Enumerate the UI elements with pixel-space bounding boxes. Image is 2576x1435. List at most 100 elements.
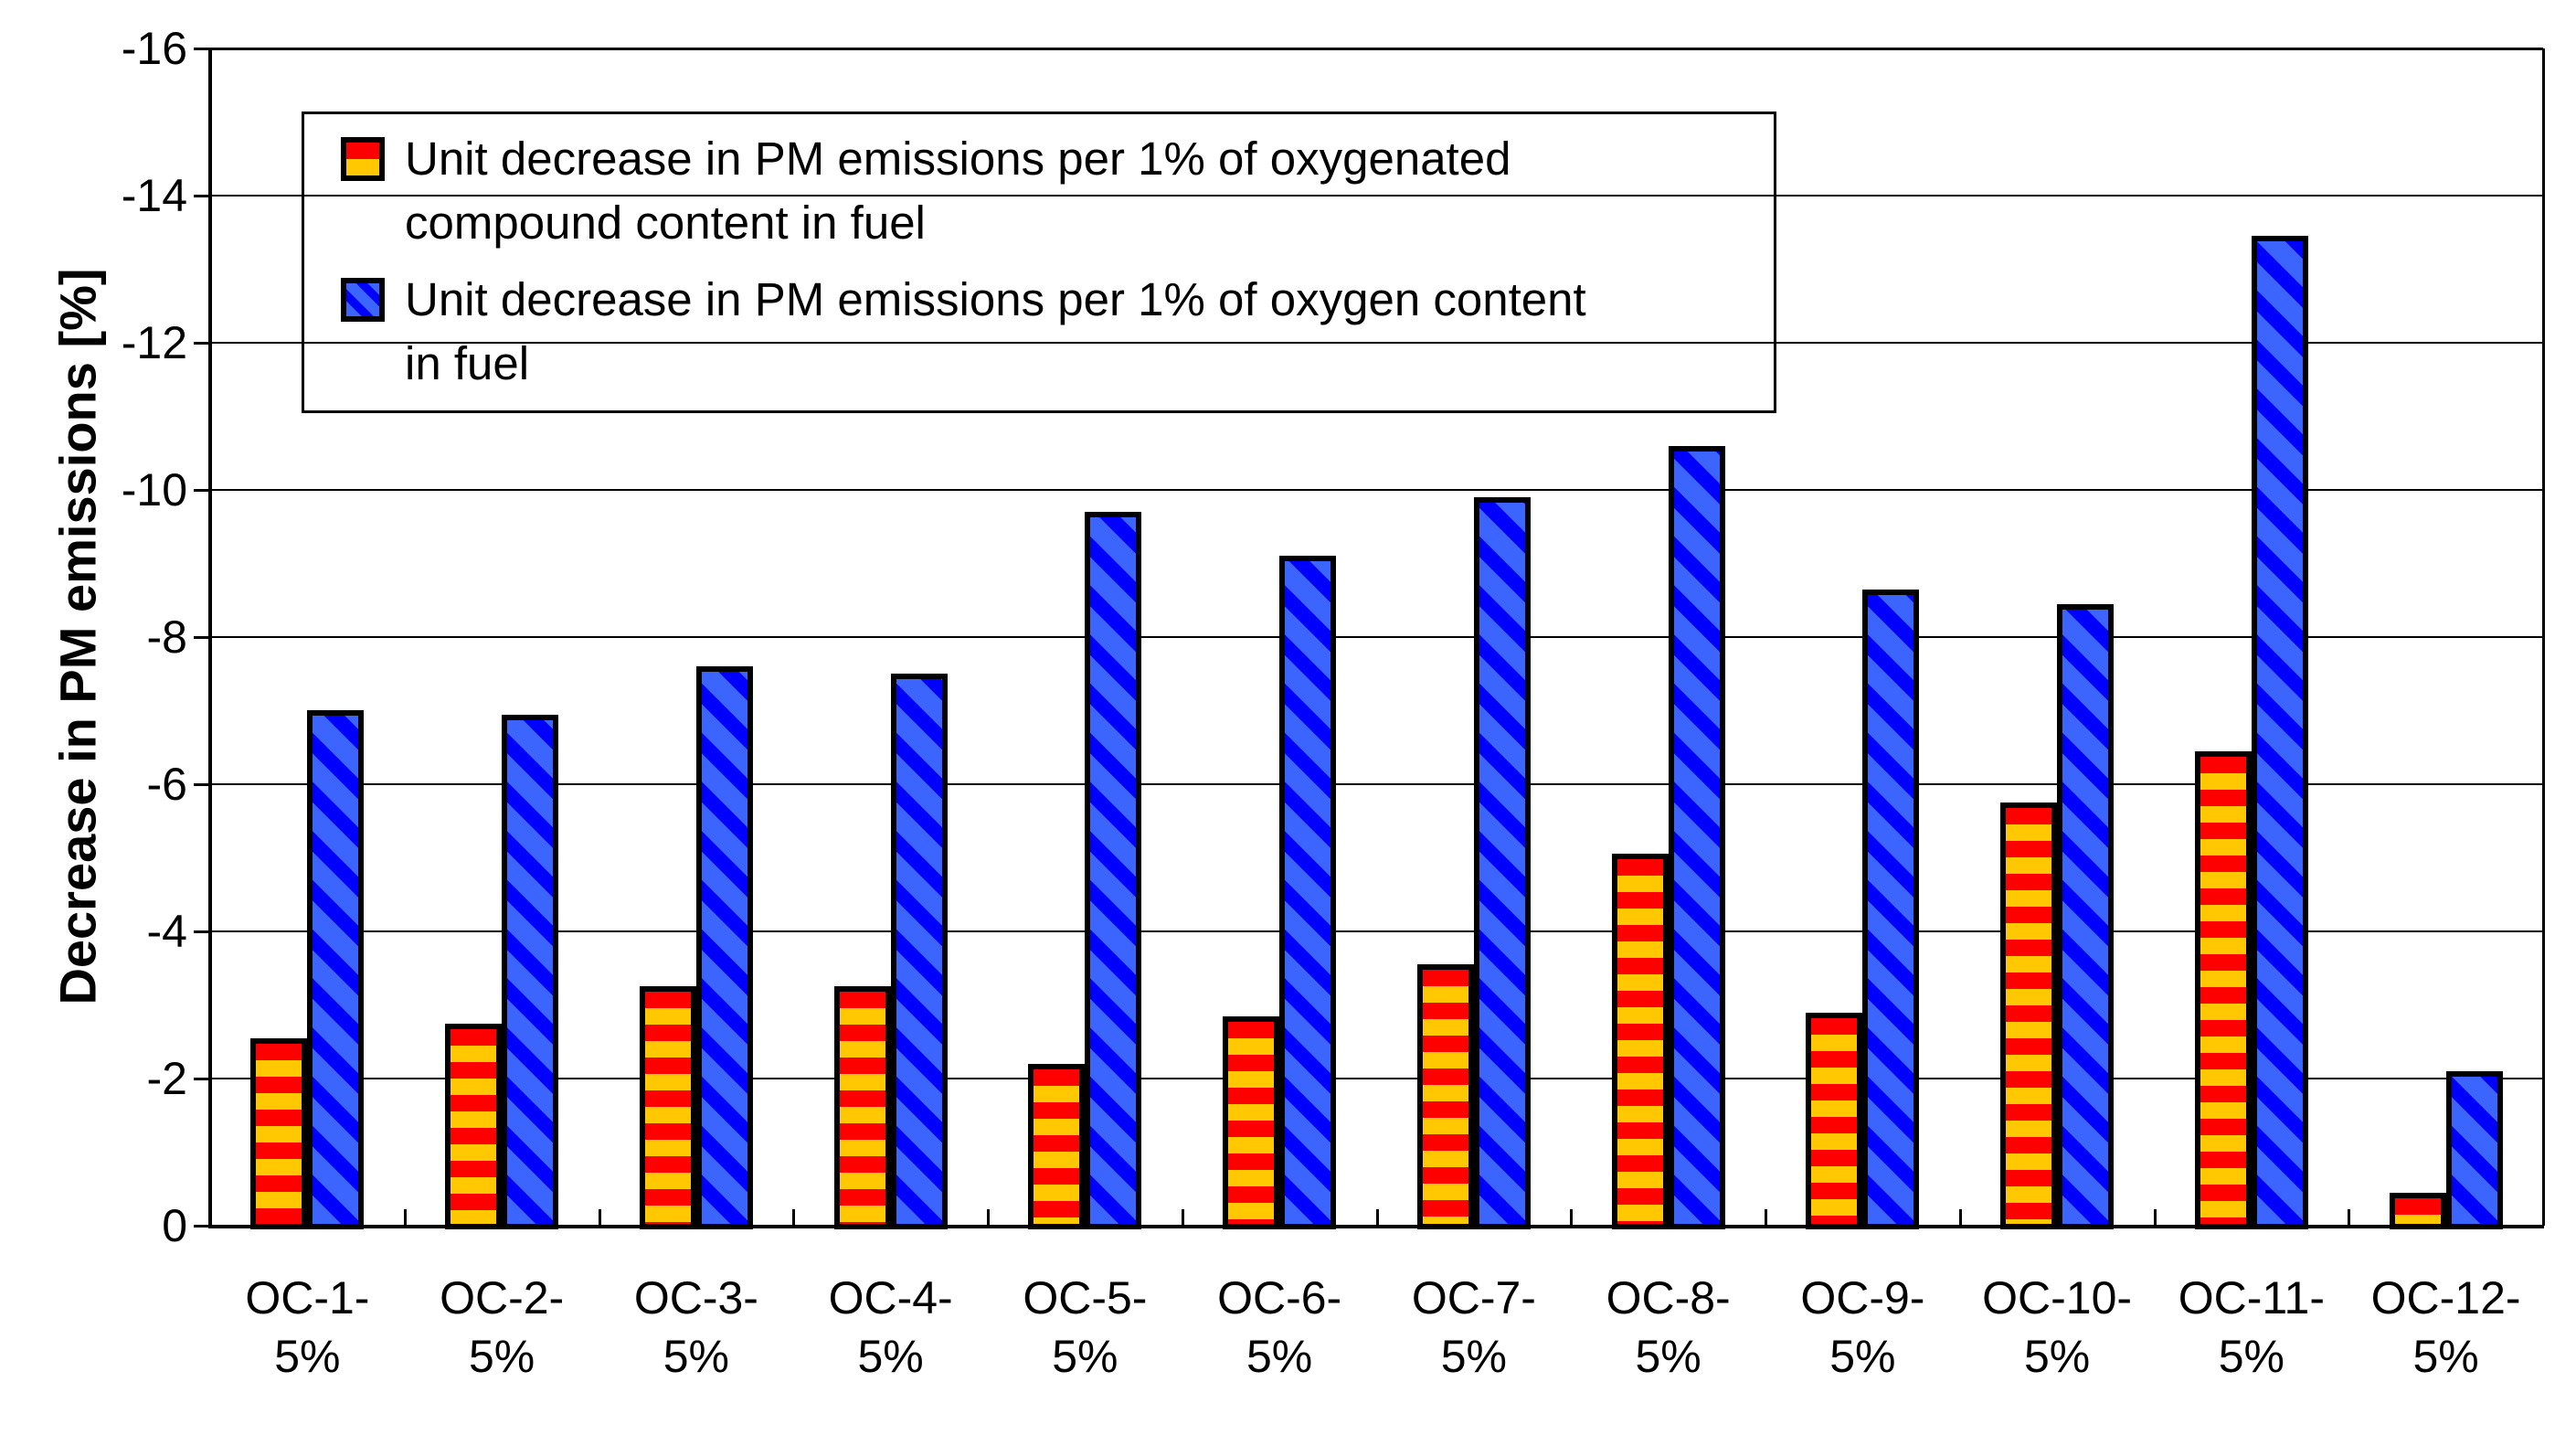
legend-label-line: Unit decrease in PM emissions per 1% of … (405, 133, 1511, 185)
x-label-oc-7-5pct: OC-7- 5% (1369, 1269, 1579, 1386)
y-axis-line (208, 48, 212, 1228)
bar-oxygen-oc-1-5pct (307, 710, 365, 1229)
y-tick-label-0: 0 (162, 1200, 187, 1251)
gridline--4 (210, 930, 2543, 932)
legend-marker-oxygenated-compound-icon (341, 137, 385, 181)
y-tick-label--6: -6 (146, 759, 187, 810)
y-tick-0 (194, 1225, 210, 1228)
y-tick-label--14: -14 (121, 170, 187, 221)
bar-oxygenated-compound-oc-5-5pct (1028, 1064, 1086, 1229)
x-label-line: OC-1- (245, 1272, 370, 1323)
bar-oxygen-oc-8-5pct (1668, 446, 1725, 1229)
legend-label-line: Unit decrease in PM emissions per 1% of … (405, 273, 1586, 325)
x-label-oc-10-5pct: OC-10- 5% (1952, 1269, 2162, 1386)
y-tick--10 (194, 489, 210, 492)
bar-oxygen-oc-10-5pct (2057, 604, 2115, 1229)
x-label-line: OC-11- (2178, 1272, 2325, 1323)
bar-oxygenated-compound-oc-11-5pct (2194, 751, 2252, 1229)
y-tick-label--10: -10 (121, 464, 187, 516)
legend-marker-oxygen-icon (341, 278, 385, 322)
x-tick-11 (2348, 1209, 2351, 1226)
legend: Unit decrease in PM emissions per 1% of … (302, 112, 1776, 413)
x-tick-7 (1570, 1209, 1574, 1226)
x-axis-line (208, 1225, 2544, 1228)
gridline--10 (210, 489, 2543, 491)
x-tick-8 (1765, 1209, 1767, 1226)
bar-oxygen-oc-12-5pct (2445, 1071, 2503, 1229)
bar-oxygen-oc-6-5pct (1279, 556, 1337, 1229)
x-label-line: 5% (1635, 1331, 1701, 1382)
x-tick-9 (1958, 1209, 1962, 1226)
bar-oxygen-oc-4-5pct (890, 674, 948, 1229)
x-label-line: OC-7- (1411, 1272, 1536, 1323)
gridline--6 (210, 783, 2543, 785)
x-label-oc-8-5pct: OC-8- 5% (1564, 1269, 1774, 1386)
x-label-line: OC-9- (1800, 1272, 1925, 1323)
x-label-oc-5-5pct: OC-5- 5% (980, 1269, 1190, 1386)
bar-oxygenated-compound-oc-1-5pct (250, 1038, 308, 1229)
x-label-line: OC-6- (1217, 1272, 1342, 1323)
y-tick--2 (194, 1078, 210, 1080)
bar-oxygen-oc-11-5pct (2251, 236, 2308, 1229)
bar-oxygenated-compound-oc-7-5pct (1416, 964, 1474, 1229)
y-tick-label--12: -12 (121, 317, 187, 368)
y-tick-label--16: -16 (121, 23, 187, 74)
x-label-line: 5% (1440, 1331, 1507, 1382)
x-tick-2 (598, 1209, 601, 1226)
bar-oxygenated-compound-oc-10-5pct (2000, 803, 2058, 1229)
x-label-line: 5% (2218, 1331, 2284, 1382)
x-label-oc-11-5pct: OC-11- 5% (2147, 1269, 2357, 1386)
plot-right-border (2542, 48, 2545, 1226)
x-label-line: OC-4- (828, 1272, 953, 1323)
y-tick-label--2: -2 (146, 1053, 187, 1104)
y-tick--14 (194, 195, 210, 197)
bar-oxygen-oc-2-5pct (502, 715, 559, 1229)
y-tick-label--8: -8 (146, 611, 187, 663)
x-label-line: 5% (468, 1331, 535, 1382)
y-tick--6 (194, 783, 210, 786)
x-label-line: 5% (2412, 1331, 2479, 1382)
x-label-line: 5% (2023, 1331, 2091, 1382)
x-tick-1 (403, 1209, 407, 1226)
y-tick--4 (194, 930, 210, 933)
bar-oxygenated-compound-oc-9-5pct (1806, 1013, 1863, 1229)
x-label-line: OC-8- (1606, 1272, 1731, 1323)
x-tick-6 (1375, 1209, 1379, 1226)
x-label-line: OC-2- (440, 1272, 565, 1323)
gridline--2 (210, 1078, 2543, 1079)
x-tick-10 (2153, 1209, 2157, 1226)
x-label-line: OC-10- (1982, 1272, 2133, 1323)
bar-oxygenated-compound-oc-3-5pct (639, 986, 696, 1229)
bar-oxygen-oc-5-5pct (1085, 512, 1142, 1229)
x-label-line: OC-3- (633, 1272, 758, 1323)
x-label-line: 5% (1829, 1331, 1896, 1382)
plot-top-border (210, 48, 2543, 50)
x-label-line: OC-12- (2370, 1272, 2521, 1323)
bar-oxygenated-compound-oc-12-5pct (2389, 1193, 2446, 1229)
gridline--12 (210, 342, 2543, 344)
x-label-line: 5% (663, 1331, 729, 1382)
x-label-line: 5% (1246, 1331, 1313, 1382)
bar-oxygenated-compound-oc-8-5pct (1611, 854, 1669, 1229)
x-tick-4 (987, 1209, 990, 1226)
x-label-oc-12-5pct: OC-12- 5% (2341, 1269, 2551, 1386)
bar-oxygen-oc-7-5pct (1473, 497, 1531, 1229)
bar-oxygen-oc-3-5pct (695, 666, 753, 1229)
y-tick-label--4: -4 (146, 906, 187, 957)
bar-oxygenated-compound-oc-4-5pct (833, 986, 891, 1229)
x-tick-3 (792, 1209, 796, 1226)
gridline--8 (210, 636, 2543, 638)
x-label-line: 5% (1052, 1331, 1118, 1382)
x-label-line: OC-5- (1023, 1272, 1148, 1323)
legend-row-1: Unit decrease in PM emissions per 1% of … (341, 127, 1741, 255)
x-label-line: 5% (857, 1331, 924, 1382)
legend-label-line: in fuel (405, 337, 530, 389)
bar-oxygen-oc-9-5pct (1862, 590, 1920, 1229)
legend-label-2: Unit decrease in PM emissions per 1% of … (405, 268, 1586, 396)
gridline--14 (210, 195, 2543, 197)
x-tick-12 (2542, 1209, 2545, 1226)
legend-row-2: Unit decrease in PM emissions per 1% of … (341, 268, 1741, 396)
x-label-oc-6-5pct: OC-6- 5% (1174, 1269, 1384, 1386)
x-label-oc-3-5pct: OC-3- 5% (591, 1269, 801, 1386)
